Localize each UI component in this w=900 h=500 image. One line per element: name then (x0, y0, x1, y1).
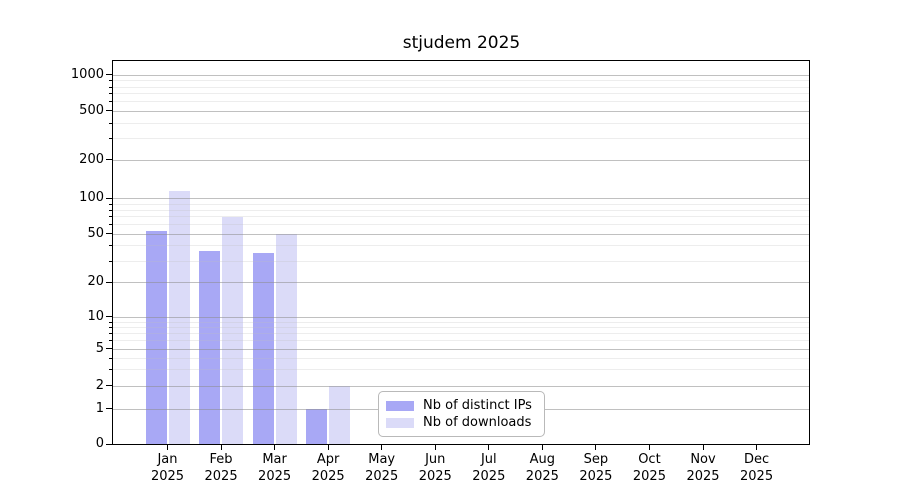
y-tick-mark (106, 348, 112, 350)
y-tick-mark (106, 233, 112, 235)
y-minor-tick-mark (109, 216, 112, 218)
y-tick-label: 10 (87, 308, 104, 324)
y-tick-label: 1000 (70, 66, 104, 82)
legend: Nb of distinct IPs Nb of downloads (378, 391, 545, 437)
y-tick-label: 1 (95, 400, 104, 416)
grid-line-minor (113, 80, 809, 82)
x-tick-mark (434, 445, 436, 450)
bar-distinct-ips (306, 408, 328, 444)
x-tick-mark (381, 445, 383, 450)
x-tick-mark (595, 445, 597, 450)
bar-downloads (168, 190, 190, 444)
grid-line-minor (113, 122, 809, 124)
plot-area (112, 60, 810, 445)
y-tick-label: 500 (79, 102, 104, 118)
x-tick-label: Mar 2025 (258, 452, 292, 484)
grid-line-major (113, 233, 809, 235)
y-tick-mark (106, 110, 112, 112)
bar-distinct-ips (199, 251, 221, 444)
y-minor-tick-mark (109, 203, 112, 205)
grid-line-major (113, 198, 809, 200)
x-tick-label: Jul 2025 (472, 452, 506, 484)
y-tick-mark (106, 159, 112, 161)
x-tick-label: May 2025 (365, 452, 399, 484)
y-minor-tick-mark (109, 369, 112, 371)
grid-line-minor (113, 101, 809, 103)
y-minor-tick-mark (109, 357, 112, 359)
grid-line-minor (113, 203, 809, 205)
x-tick-label: Feb 2025 (204, 452, 238, 484)
y-minor-tick-mark (109, 245, 112, 247)
x-tick-mark (327, 445, 329, 450)
bar-downloads (275, 233, 297, 444)
y-minor-tick-mark (109, 101, 112, 103)
x-tick-mark (167, 445, 168, 450)
y-tick-label: 0 (95, 436, 104, 451)
legend-row-downloads: Nb of downloads (386, 415, 535, 430)
y-tick-mark (106, 74, 112, 76)
x-tick-label: Oct 2025 (632, 452, 666, 484)
bar-distinct-ips (145, 230, 167, 444)
y-minor-tick-mark (109, 122, 112, 124)
bar-downloads (222, 217, 244, 444)
bar-downloads (329, 385, 351, 444)
y-tick-mark (106, 316, 112, 318)
grid-line-minor (113, 93, 809, 95)
y-tick-label: 50 (87, 225, 104, 241)
chart-title: stjudem 2025 (402, 33, 521, 53)
y-minor-tick-mark (109, 260, 112, 262)
x-tick-label: Sep 2025 (579, 452, 613, 484)
legend-swatch-downloads (386, 417, 414, 428)
y-minor-tick-mark (109, 86, 112, 88)
grid-line-major (113, 110, 809, 112)
x-tick-mark (702, 445, 704, 450)
x-tick-label: Jan 2025 (150, 452, 185, 484)
y-tick-mark (106, 443, 112, 445)
y-tick-mark (106, 385, 112, 387)
y-minor-tick-mark (109, 80, 112, 82)
y-minor-tick-mark (109, 209, 112, 211)
grid-line-major (113, 159, 809, 161)
legend-label-downloads: Nb of downloads (423, 415, 532, 430)
x-tick-label: Apr 2025 (311, 452, 345, 484)
y-minor-tick-mark (109, 321, 112, 323)
grid-line-minor (113, 86, 809, 88)
y-minor-tick-mark (109, 333, 112, 335)
y-minor-tick-mark (109, 138, 112, 140)
x-tick-mark (756, 445, 758, 450)
y-tick-label: 20 (87, 274, 104, 290)
x-tick-mark (488, 445, 490, 450)
legend-swatch-distinct-ips (386, 400, 414, 411)
x-tick-label: Nov 2025 (686, 452, 720, 484)
y-minor-tick-mark (109, 327, 112, 329)
legend-label-distinct-ips: Nb of distinct IPs (423, 398, 532, 413)
y-tick-label: 100 (79, 190, 104, 206)
bar-distinct-ips (252, 252, 274, 444)
x-tick-label: Dec 2025 (740, 452, 774, 484)
y-tick-label: 200 (79, 151, 104, 167)
y-tick-label: 2 (95, 377, 104, 393)
x-tick-mark (274, 445, 276, 450)
y-tick-mark (106, 281, 112, 283)
grid-line-minor (113, 224, 809, 226)
legend-row-distinct-ips: Nb of distinct IPs (386, 398, 535, 413)
y-minor-tick-mark (109, 340, 112, 342)
x-tick-mark (648, 445, 650, 450)
grid-line-minor (113, 138, 809, 140)
y-minor-tick-mark (109, 224, 112, 226)
y-tick-mark (106, 197, 112, 199)
x-tick-mark (220, 445, 222, 450)
grid-line-minor (113, 245, 809, 247)
x-tick-label: Aug 2025 (525, 452, 559, 484)
y-minor-tick-mark (109, 93, 112, 95)
grid-line-major (113, 74, 809, 76)
grid-line-minor (113, 209, 809, 211)
x-tick-mark (541, 445, 543, 450)
y-tick-label: 5 (95, 340, 104, 356)
grid-line-minor (113, 216, 809, 218)
x-tick-label: Jun 2025 (418, 452, 452, 484)
y-tick-mark (106, 408, 112, 410)
